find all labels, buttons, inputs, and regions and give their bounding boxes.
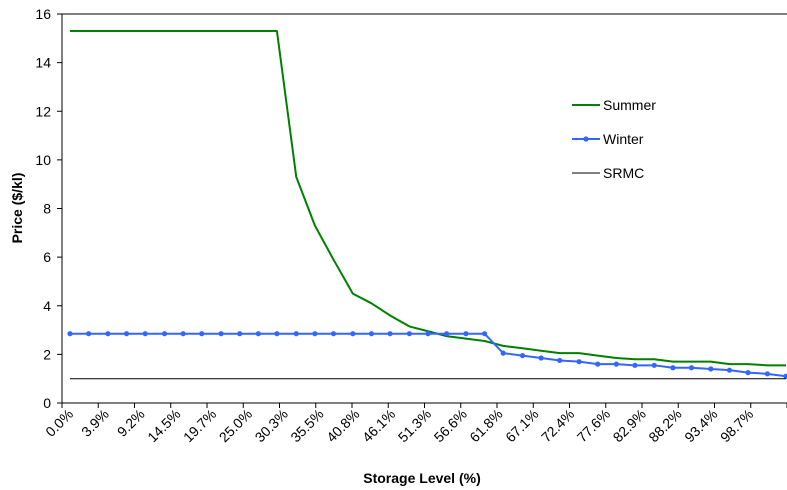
data-point-winter xyxy=(708,366,714,372)
legend-label-winter: Winter xyxy=(603,131,644,147)
series-line-summer xyxy=(70,30,786,367)
x-tick-label: 67.1% xyxy=(502,406,541,445)
x-axis-ticks: 0.0% 3.9% 9.2%14.5%19.7%25.0%30.3%35.5%40.… xyxy=(42,403,787,445)
data-point-winter xyxy=(613,361,619,367)
data-point-winter xyxy=(670,365,676,371)
data-point-winter xyxy=(123,331,130,337)
data-point-winter xyxy=(651,362,657,368)
y-axis-title: Price ($/kl) xyxy=(9,173,25,244)
y-tick-label: 2 xyxy=(43,346,51,362)
series-line-winter xyxy=(70,332,787,378)
data-point-winter xyxy=(368,331,375,337)
data-point-winter xyxy=(218,331,224,337)
x-tick-label: 30.3% xyxy=(252,406,291,445)
x-tick-label: 46.1% xyxy=(359,406,398,445)
data-point-winter xyxy=(688,365,695,371)
data-point-winter xyxy=(481,331,488,337)
x-tick-label: 72.4% xyxy=(538,406,577,445)
data-point-winter xyxy=(274,331,280,337)
data-point-winter xyxy=(576,359,582,365)
x-tick-label: 56.6% xyxy=(431,406,470,445)
data-point-winter xyxy=(142,331,148,337)
data-point-winter xyxy=(312,331,318,337)
data-point-winter xyxy=(237,331,243,337)
legend-box xyxy=(545,92,697,188)
y-tick-label: 12 xyxy=(35,103,51,119)
plot-series xyxy=(67,30,787,380)
x-tick-label: 40.8% xyxy=(323,406,362,445)
data-point-winter xyxy=(105,331,111,337)
x-axis-title: Storage Level (%) xyxy=(363,470,480,486)
data-point-winter xyxy=(538,355,544,361)
data-point-winter xyxy=(350,331,356,337)
legend-marker-winter xyxy=(583,136,589,142)
data-point-winter xyxy=(463,331,469,337)
data-point-winter xyxy=(519,352,526,359)
data-point-winter xyxy=(632,362,638,368)
y-tick-label: 10 xyxy=(35,152,51,168)
x-tick-label: 61.8% xyxy=(466,406,505,445)
data-point-winter xyxy=(595,361,601,367)
data-point-winter xyxy=(444,331,450,337)
data-point-winter xyxy=(387,331,393,337)
x-tick-label: 88.2% xyxy=(645,406,684,445)
data-point-winter xyxy=(764,371,770,377)
data-point-winter xyxy=(557,357,563,364)
data-point-winter xyxy=(330,331,337,337)
y-tick-label: 6 xyxy=(43,249,51,265)
data-point-winter xyxy=(500,350,506,356)
data-point-winter xyxy=(425,331,431,337)
data-point-winter xyxy=(86,331,92,337)
data-point-winter xyxy=(161,331,168,337)
legend-label-srmc: SRMC xyxy=(603,165,644,181)
data-point-winter xyxy=(783,373,787,379)
y-axis-ticks: 0 2 4 6 8 10 12 14 16 xyxy=(35,6,62,411)
y-tick-label: 0 xyxy=(43,395,51,411)
legend-label-summer: Summer xyxy=(603,97,656,113)
data-point-winter xyxy=(406,331,412,337)
x-tick-label: 25.0% xyxy=(216,406,255,445)
x-tick-label: 98.7% xyxy=(717,406,756,445)
y-tick-label: 16 xyxy=(35,6,51,22)
x-tick-label: 51.3% xyxy=(395,406,434,445)
y-tick-label: 14 xyxy=(35,55,51,71)
legend: Summer Winter SRMC xyxy=(545,92,697,188)
data-point-winter xyxy=(67,331,73,337)
data-point-winter xyxy=(199,331,205,337)
x-tick-label: 77.6% xyxy=(574,406,613,445)
x-tick-label: 19.7% xyxy=(180,406,219,445)
data-point-winter xyxy=(255,331,261,337)
y-tick-label: 8 xyxy=(43,201,51,217)
x-tick-label: 14.5% xyxy=(144,406,183,445)
data-point-winter xyxy=(745,370,751,376)
x-tick-label: 3.9% xyxy=(78,406,112,440)
y-tick-label: 4 xyxy=(43,298,51,314)
x-tick-label: 82.9% xyxy=(610,406,649,445)
x-tick-label: 35.5% xyxy=(287,406,326,445)
data-point-winter xyxy=(180,331,186,337)
data-point-winter xyxy=(293,331,299,337)
x-tick-label: 93.4% xyxy=(681,406,720,445)
x-tick-label: 9.2% xyxy=(114,406,148,440)
data-point-winter xyxy=(726,367,733,373)
